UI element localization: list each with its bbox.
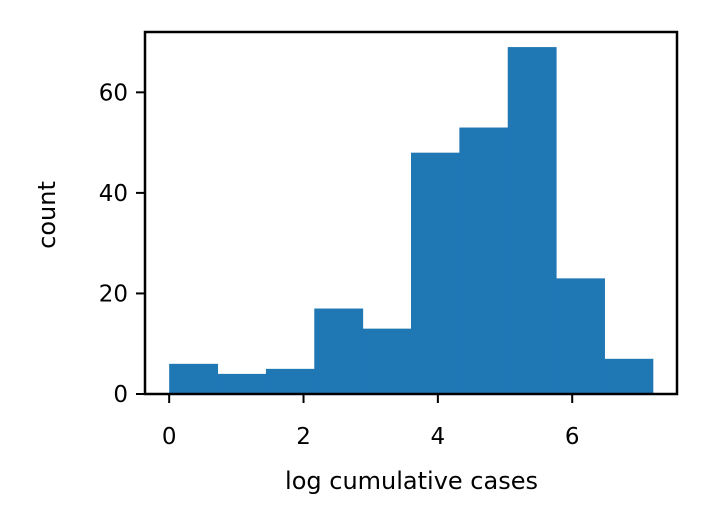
x-axis-label: log cumulative cases (285, 467, 538, 495)
histogram-bar (314, 308, 364, 394)
y-tick-label: 20 (99, 281, 128, 307)
y-tick-label: 60 (99, 80, 128, 106)
bars-group (169, 47, 654, 395)
histogram-bar (604, 358, 654, 394)
histogram-bar (459, 127, 509, 395)
x-tick-label: 6 (565, 424, 580, 450)
axes-frame (143, 30, 679, 396)
y-ticks: 0 20 40 60 (99, 80, 145, 408)
y-axis-label: count (33, 181, 61, 249)
x-tick-label: 4 (431, 424, 446, 450)
x-ticks: 0 2 4 6 (162, 394, 580, 450)
histogram-bar (411, 152, 460, 394)
histogram-bar (556, 278, 605, 394)
histogram-bar (507, 47, 557, 394)
y-tick-label: 40 (99, 181, 128, 207)
x-tick-label: 2 (296, 424, 311, 450)
y-tick-label: 0 (113, 382, 128, 408)
histogram-bar (362, 328, 412, 394)
x-tick-label: 0 (162, 424, 177, 450)
histogram-bar (169, 363, 219, 394)
histogram-bar (265, 368, 315, 394)
histogram-bar (217, 373, 267, 394)
